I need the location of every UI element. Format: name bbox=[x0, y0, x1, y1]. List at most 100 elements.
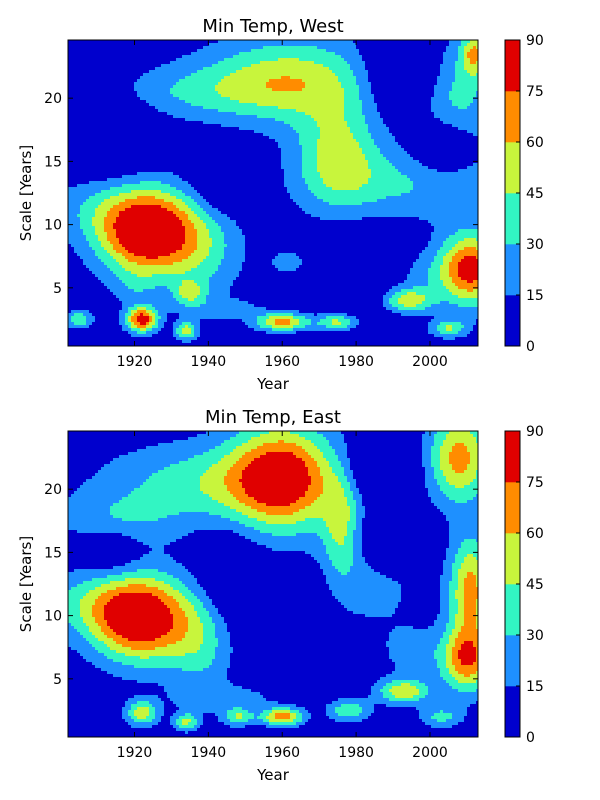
contour-cell bbox=[464, 49, 471, 53]
contour-cell bbox=[137, 449, 210, 453]
contour-cell bbox=[281, 166, 303, 170]
contour-cell bbox=[68, 145, 279, 149]
contour-cell bbox=[476, 608, 479, 612]
contour-cell bbox=[191, 331, 195, 335]
contour-cell bbox=[119, 316, 126, 320]
contour-cell bbox=[164, 701, 174, 705]
contour-cell bbox=[110, 187, 177, 191]
contour-cell bbox=[146, 584, 171, 588]
contour-cell bbox=[239, 274, 408, 278]
contour-cell bbox=[440, 668, 450, 672]
contour-cell bbox=[209, 214, 228, 218]
contour-cell bbox=[134, 695, 159, 699]
contour-cell bbox=[212, 241, 225, 245]
contour-cell bbox=[401, 599, 441, 603]
contour-cell bbox=[209, 202, 297, 206]
contour-cell bbox=[455, 232, 479, 236]
contour-cell bbox=[176, 82, 219, 86]
contour-cell bbox=[428, 689, 459, 693]
contour-cell bbox=[278, 142, 300, 146]
contour-cell bbox=[455, 593, 465, 597]
contour-cell bbox=[344, 437, 423, 441]
x-tick-label: 1940 bbox=[191, 354, 227, 370]
contour-cell bbox=[347, 533, 354, 537]
contour-cell bbox=[449, 461, 471, 465]
x-axis: 1920 1940 1960 1980 2000 bbox=[117, 40, 448, 370]
contour-cell bbox=[326, 545, 354, 549]
contour-cell bbox=[356, 43, 450, 47]
contour-cell bbox=[458, 58, 465, 62]
contour-cell bbox=[356, 76, 369, 80]
contour-cell bbox=[224, 482, 243, 486]
contour-cell bbox=[317, 533, 333, 537]
contour-cell bbox=[476, 656, 479, 660]
contour-cell bbox=[95, 473, 153, 477]
contour-cell bbox=[251, 49, 327, 53]
contour-cell bbox=[245, 524, 327, 528]
contour-cell bbox=[440, 449, 453, 453]
contour-cell bbox=[200, 319, 243, 323]
contour-cell bbox=[290, 76, 339, 80]
contour-cell bbox=[209, 467, 231, 471]
contour-cell bbox=[452, 247, 465, 251]
contour-cell bbox=[260, 434, 300, 438]
contour-cell bbox=[452, 629, 462, 633]
contour-cell bbox=[425, 473, 435, 477]
contour-cell bbox=[362, 109, 378, 113]
contour-cell bbox=[68, 668, 102, 672]
contour-cell bbox=[323, 539, 336, 543]
contour-cell bbox=[464, 557, 477, 561]
contour-cell bbox=[68, 328, 123, 332]
contour-cell bbox=[290, 713, 297, 717]
contour-cell bbox=[362, 533, 450, 537]
contour-cell bbox=[347, 124, 369, 128]
contour-cell bbox=[353, 491, 360, 495]
contour-cell bbox=[449, 530, 479, 534]
contour-cell bbox=[122, 710, 129, 714]
contour-cell bbox=[95, 193, 120, 197]
contour-cell bbox=[266, 521, 297, 525]
contour-cell bbox=[314, 193, 402, 197]
contour-cell bbox=[401, 596, 441, 600]
contour-cell bbox=[179, 578, 198, 582]
contour-cell bbox=[98, 596, 114, 600]
contour-cell bbox=[254, 713, 261, 717]
contour-cell bbox=[284, 175, 303, 179]
contour-cell bbox=[461, 43, 468, 47]
contour-cell bbox=[446, 662, 453, 666]
contour-cell bbox=[179, 605, 195, 609]
colorbar-label: 0 bbox=[526, 339, 535, 355]
contour-cell bbox=[326, 581, 399, 585]
contour-cell bbox=[422, 301, 441, 305]
contour-cell bbox=[212, 205, 300, 209]
contour-cell bbox=[68, 677, 123, 681]
contour-cell bbox=[242, 686, 372, 690]
contour-cell bbox=[83, 620, 96, 624]
contour-cell bbox=[155, 286, 168, 290]
contour-cell bbox=[440, 271, 450, 275]
contour-cell bbox=[80, 256, 99, 260]
contour-cell bbox=[68, 67, 156, 71]
contour-cell bbox=[296, 268, 411, 272]
contour-cell bbox=[431, 725, 453, 729]
contour-cell bbox=[179, 716, 195, 720]
contour-cell bbox=[128, 307, 138, 311]
contour-cell bbox=[68, 698, 129, 702]
contour-cell bbox=[104, 199, 126, 203]
contour-cell bbox=[416, 259, 435, 263]
contour-cell bbox=[194, 226, 207, 230]
contour-cell bbox=[320, 470, 333, 474]
contour-cell bbox=[188, 731, 479, 735]
contour-cell bbox=[440, 464, 453, 468]
contour-cell bbox=[446, 650, 453, 654]
contour-cell bbox=[389, 298, 399, 302]
contour-cell bbox=[350, 485, 357, 489]
contour-cell bbox=[131, 205, 162, 209]
contour-cell bbox=[458, 575, 468, 579]
contour-cell bbox=[416, 686, 429, 690]
contour-cell bbox=[374, 707, 417, 711]
contour-cell bbox=[449, 533, 479, 537]
contour-cell bbox=[458, 46, 465, 50]
contour-cell bbox=[68, 247, 75, 251]
contour-cell bbox=[143, 554, 171, 558]
